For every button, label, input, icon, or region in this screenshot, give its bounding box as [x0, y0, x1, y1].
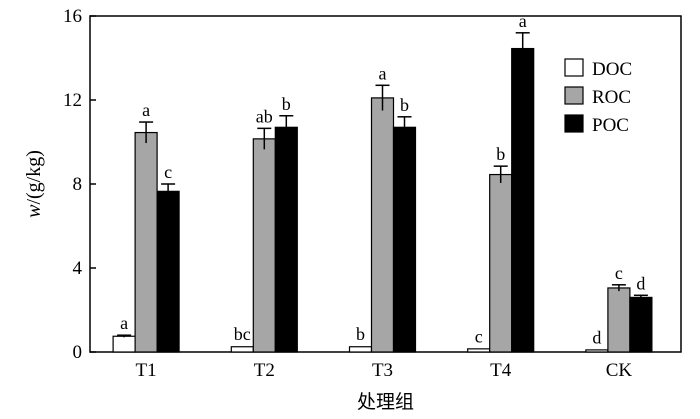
- significance-label: bc: [234, 324, 251, 344]
- significance-label: b: [496, 144, 505, 164]
- y-axis-title: w/(g/kg): [23, 150, 45, 218]
- significance-label: b: [356, 324, 365, 344]
- y-tick-label: 12: [63, 90, 82, 111]
- bar-roc: [134, 131, 158, 353]
- significance-label: d: [636, 273, 645, 293]
- x-tick-label: T1: [136, 360, 157, 381]
- significance-label: b: [282, 94, 291, 114]
- legend: DOC ROC POC: [564, 58, 632, 136]
- significance-label: ab: [256, 106, 273, 126]
- significance-label: a: [142, 100, 150, 120]
- legend-swatch-doc: [564, 58, 584, 77]
- legend-label-doc: DOC: [592, 59, 632, 80]
- y-tick-label: 4: [73, 258, 83, 279]
- y-tick-label: 16: [63, 6, 82, 27]
- significance-label: a: [519, 11, 527, 31]
- legend-swatch-roc: [564, 86, 584, 105]
- bar-roc: [252, 138, 276, 353]
- x-tick-label: T4: [490, 360, 512, 381]
- significance-label: c: [615, 263, 623, 283]
- significance-label: d: [592, 327, 601, 347]
- legend-label-poc: POC: [592, 115, 629, 136]
- bar-roc: [370, 97, 395, 353]
- y-tick-label: 0: [73, 342, 83, 363]
- y-tick-label: 8: [73, 174, 83, 195]
- bar-doc: [112, 335, 136, 353]
- x-tick-label: T2: [254, 360, 275, 381]
- legend-swatch-poc: [564, 114, 584, 133]
- bar-doc: [467, 348, 491, 353]
- bar-roc: [489, 173, 513, 353]
- significance-label: a: [120, 313, 128, 333]
- x-tick-label: CK: [606, 360, 633, 381]
- bar-poc: [274, 126, 298, 353]
- bar-doc: [585, 349, 609, 353]
- bar-doc: [348, 346, 373, 353]
- significance-label: b: [400, 95, 409, 115]
- bars: [112, 32, 653, 353]
- x-tick-label: T3: [372, 360, 393, 381]
- bar-poc: [392, 126, 417, 353]
- bar-doc: [230, 346, 254, 353]
- x-axis-title: 处理组: [357, 391, 414, 413]
- bar-poc: [629, 296, 653, 353]
- significance-label: c: [164, 162, 172, 182]
- bar-poc: [156, 190, 180, 353]
- bar-roc: [607, 287, 631, 353]
- legend-label-roc: ROC: [592, 87, 631, 108]
- bar-poc: [511, 47, 535, 353]
- significance-label: a: [379, 63, 387, 83]
- significance-label: c: [475, 326, 483, 346]
